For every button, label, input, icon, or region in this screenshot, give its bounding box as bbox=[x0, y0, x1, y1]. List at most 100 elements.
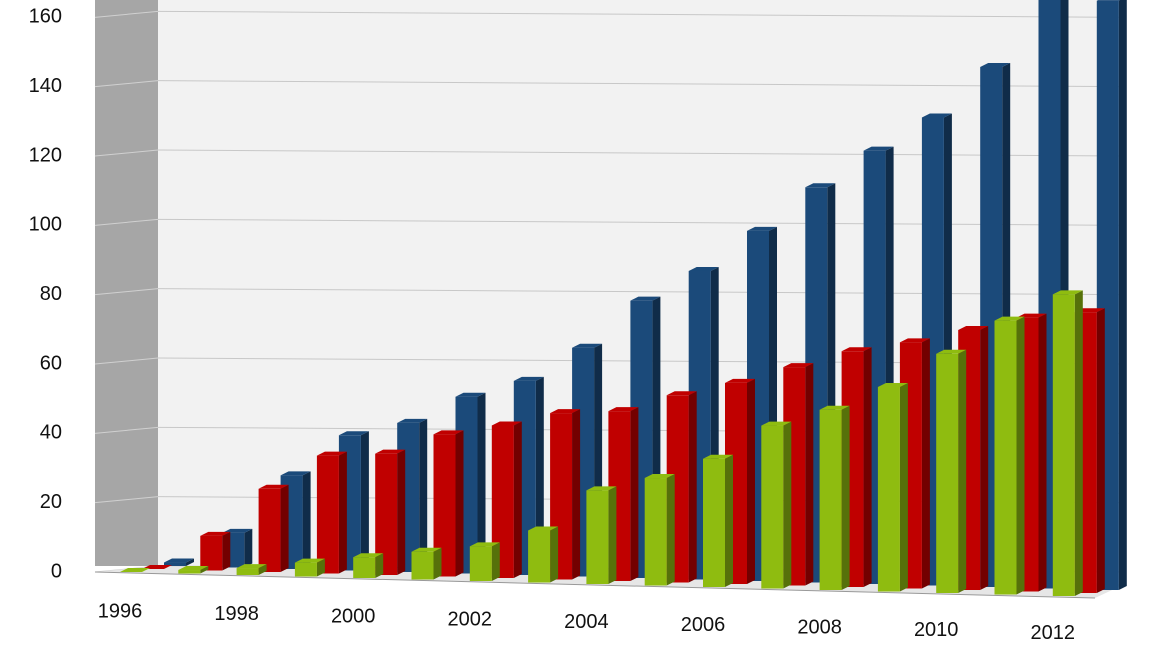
grid-line bbox=[94, 80, 159, 88]
x-tick-label: 2010 bbox=[914, 619, 959, 641]
grid-line bbox=[94, 496, 159, 504]
bar bbox=[433, 434, 456, 577]
bar-side bbox=[244, 528, 253, 568]
bar-top bbox=[258, 484, 289, 489]
bar bbox=[936, 353, 959, 593]
bar-top bbox=[703, 454, 733, 459]
y-tick-label: 80 bbox=[40, 283, 62, 305]
grid-line bbox=[94, 149, 159, 157]
bar-top bbox=[280, 471, 311, 476]
bar-side bbox=[921, 338, 930, 589]
bar-side bbox=[630, 407, 639, 581]
bar-side bbox=[1016, 316, 1025, 595]
x-tick-label: 2008 bbox=[797, 616, 842, 638]
bar bbox=[1052, 294, 1075, 596]
bar-side bbox=[535, 376, 544, 575]
bar-top bbox=[994, 316, 1025, 321]
y-tick-label: 100 bbox=[29, 214, 62, 236]
bar-side bbox=[419, 418, 428, 572]
bar bbox=[819, 409, 842, 590]
bar-side bbox=[258, 564, 267, 575]
bar-top bbox=[863, 146, 894, 151]
bar-top bbox=[688, 266, 719, 271]
grid-line bbox=[94, 10, 159, 18]
bar-top bbox=[164, 558, 194, 563]
bar-side bbox=[513, 421, 522, 578]
bar-side bbox=[280, 484, 289, 572]
y-tick-label: 140 bbox=[29, 75, 62, 97]
bar bbox=[316, 455, 339, 574]
bar bbox=[586, 490, 609, 584]
bar-side bbox=[433, 547, 442, 580]
bar-side bbox=[841, 405, 850, 590]
bar-top bbox=[528, 526, 559, 531]
grid-line bbox=[94, 218, 159, 226]
bar-side bbox=[805, 363, 814, 586]
bar-side bbox=[397, 449, 406, 575]
bar-side bbox=[783, 421, 792, 589]
bar-side bbox=[186, 558, 194, 566]
bar-side bbox=[958, 349, 967, 593]
bar-top bbox=[353, 553, 384, 558]
bar-side bbox=[688, 391, 697, 583]
x-axis-line bbox=[94, 571, 1096, 599]
bar bbox=[164, 562, 186, 566]
x-tick-label: 1998 bbox=[214, 603, 259, 625]
bar-top bbox=[958, 326, 989, 330]
bar-side bbox=[477, 392, 486, 574]
bar-top bbox=[841, 347, 872, 352]
grid-line bbox=[157, 149, 1126, 157]
bar-top bbox=[294, 558, 325, 563]
side-wall bbox=[95, 0, 158, 566]
bar bbox=[469, 546, 492, 581]
bar bbox=[178, 570, 201, 574]
bar-top bbox=[375, 449, 406, 454]
y-tick-label: 160 bbox=[29, 6, 62, 28]
bar-top bbox=[513, 376, 544, 381]
bar bbox=[353, 557, 376, 578]
bar-side bbox=[302, 471, 311, 569]
y-tick-label: 40 bbox=[40, 422, 62, 444]
bar-side bbox=[747, 378, 755, 584]
bar-side bbox=[725, 454, 733, 587]
bar-side bbox=[863, 347, 872, 587]
bar-side bbox=[572, 409, 581, 580]
bar-top bbox=[783, 363, 814, 368]
x-tick-label: 2012 bbox=[1031, 622, 1076, 644]
bar-top bbox=[200, 531, 231, 536]
x-tick-label: 2004 bbox=[564, 611, 609, 633]
bar-top bbox=[1096, 0, 1121, 1]
y-tick-label: 0 bbox=[51, 560, 62, 582]
bar bbox=[877, 386, 900, 592]
bar-top bbox=[433, 430, 464, 435]
bar-top bbox=[120, 568, 150, 572]
bar-top bbox=[455, 392, 486, 397]
bar-top bbox=[921, 113, 952, 118]
bar-side bbox=[550, 526, 559, 583]
bar-top bbox=[236, 564, 267, 569]
y-tick-label: 60 bbox=[40, 352, 62, 374]
bar bbox=[411, 551, 434, 580]
bar-top bbox=[572, 343, 603, 348]
bar bbox=[994, 320, 1017, 595]
bar-side bbox=[338, 451, 347, 574]
x-tick-label: 2000 bbox=[331, 606, 376, 628]
bar-top bbox=[819, 405, 850, 410]
bar-side bbox=[608, 486, 617, 584]
bar-top bbox=[178, 566, 209, 571]
bar-side bbox=[491, 542, 500, 581]
bar-top bbox=[644, 474, 675, 479]
bar-top bbox=[936, 349, 967, 354]
bar bbox=[644, 478, 667, 586]
bar-top bbox=[316, 451, 347, 456]
bar bbox=[200, 535, 223, 571]
bar-top bbox=[469, 542, 500, 547]
bar-side bbox=[1118, 0, 1127, 590]
bar-side bbox=[1096, 308, 1105, 593]
x-tick-label: 2002 bbox=[448, 608, 493, 630]
bar bbox=[294, 562, 317, 577]
grid-line bbox=[94, 357, 159, 365]
grid-line bbox=[94, 288, 159, 296]
bar-top bbox=[1052, 290, 1083, 295]
bar-top bbox=[747, 226, 777, 231]
